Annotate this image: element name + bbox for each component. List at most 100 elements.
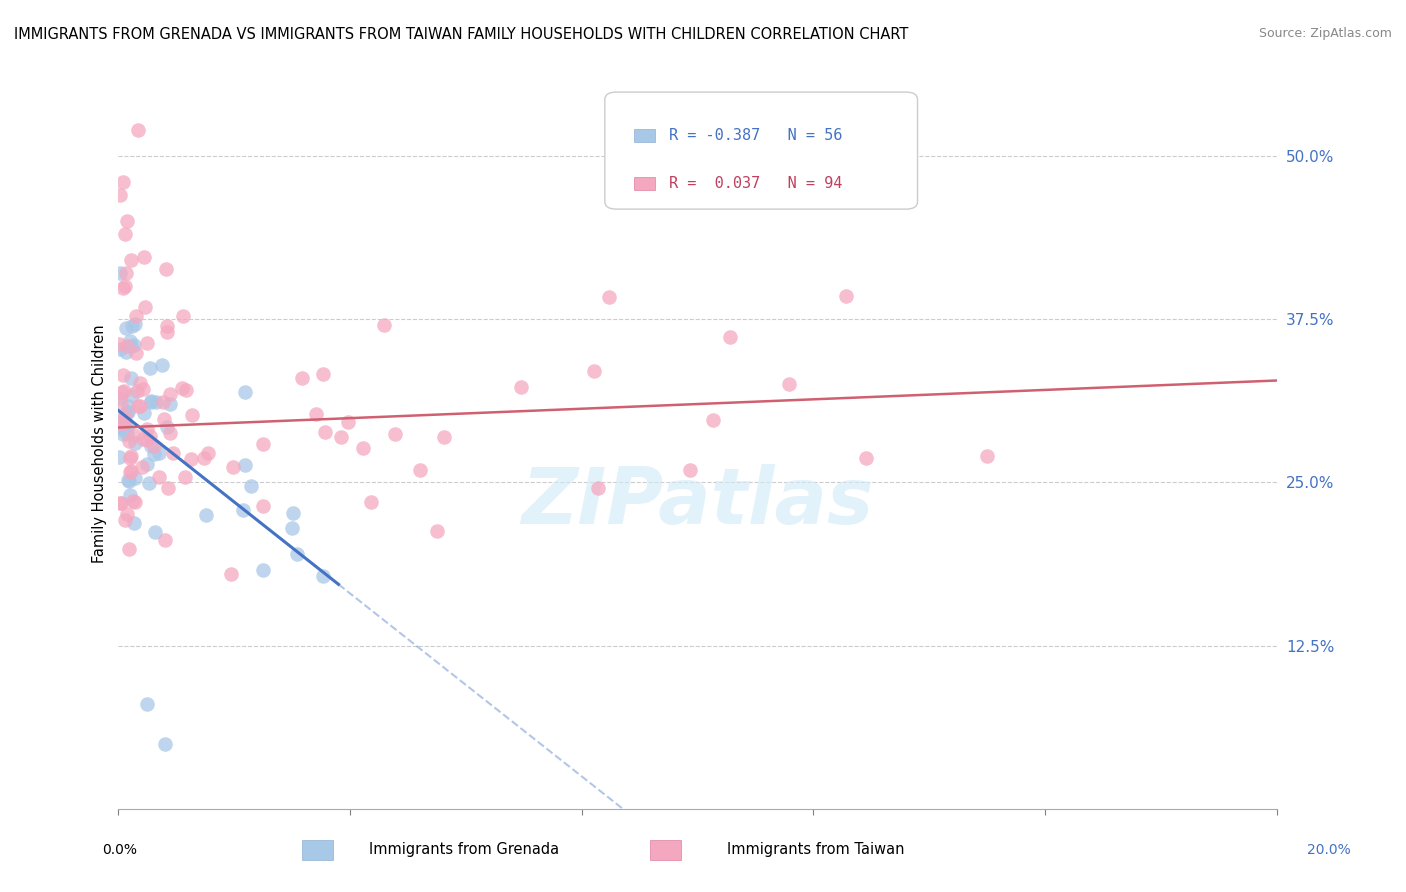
- FancyBboxPatch shape: [634, 177, 655, 190]
- Point: [124, 494, 146, 508]
- Point: [135, 336, 157, 351]
- Point: [112, 281, 135, 295]
- Point: [121, 388, 143, 402]
- Point: [120, 334, 142, 348]
- Text: R =  0.037   N = 94: R = 0.037 N = 94: [668, 176, 842, 191]
- Point: [121, 339, 143, 353]
- Point: [143, 439, 166, 453]
- Point: [143, 447, 166, 461]
- Point: [110, 396, 132, 410]
- Point: [120, 466, 142, 480]
- Point: [122, 338, 145, 352]
- Point: [122, 427, 145, 442]
- Point: [152, 359, 174, 373]
- Point: [115, 405, 138, 419]
- Point: [112, 414, 135, 428]
- Point: [252, 563, 274, 577]
- Point: [124, 436, 146, 450]
- Point: [148, 446, 170, 460]
- Point: [115, 426, 138, 441]
- Point: [132, 250, 155, 264]
- Text: Source: ZipAtlas.com: Source: ZipAtlas.com: [1258, 27, 1392, 40]
- FancyBboxPatch shape: [605, 92, 918, 209]
- Point: [115, 339, 138, 353]
- Point: [239, 479, 262, 493]
- Point: [139, 394, 162, 409]
- Point: [305, 407, 328, 421]
- Point: [108, 188, 131, 202]
- Point: [409, 463, 432, 477]
- Point: [157, 481, 180, 495]
- Point: [180, 451, 202, 466]
- Point: [139, 394, 162, 409]
- Point: [139, 439, 162, 453]
- Point: [120, 253, 142, 268]
- Point: [143, 525, 166, 540]
- Point: [172, 310, 194, 324]
- Point: [127, 122, 149, 136]
- Point: [111, 384, 134, 399]
- Point: [174, 469, 197, 483]
- Text: ZIPatlas: ZIPatlas: [522, 464, 873, 540]
- Point: [111, 422, 134, 436]
- Point: [285, 547, 308, 561]
- Point: [153, 412, 176, 426]
- Point: [136, 422, 159, 436]
- Point: [193, 451, 215, 466]
- Point: [120, 488, 142, 502]
- Point: [115, 508, 138, 522]
- Point: [156, 420, 179, 434]
- Point: [222, 460, 245, 475]
- Point: [138, 475, 160, 490]
- Point: [112, 368, 135, 382]
- Point: [110, 420, 132, 434]
- Point: [586, 481, 609, 495]
- Point: [598, 290, 620, 304]
- Point: [108, 266, 131, 280]
- Point: [181, 408, 204, 422]
- Point: [124, 471, 146, 485]
- Point: [148, 469, 170, 483]
- Point: [156, 318, 179, 333]
- Point: [108, 392, 131, 406]
- Point: [778, 376, 800, 391]
- Point: [108, 450, 131, 465]
- Point: [108, 342, 131, 356]
- Text: 20.0%: 20.0%: [1306, 843, 1351, 857]
- Point: [110, 496, 132, 510]
- Point: [155, 262, 177, 277]
- Point: [118, 434, 141, 448]
- Point: [114, 266, 136, 280]
- Point: [114, 414, 136, 428]
- Point: [194, 508, 217, 522]
- Point: [232, 503, 254, 517]
- Point: [312, 367, 335, 381]
- Point: [132, 433, 155, 447]
- Point: [125, 346, 148, 360]
- Point: [114, 279, 136, 293]
- Text: R = -0.387   N = 56: R = -0.387 N = 56: [668, 128, 842, 143]
- Point: [114, 408, 136, 422]
- Point: [124, 317, 146, 331]
- Point: [108, 336, 131, 351]
- Point: [111, 175, 134, 189]
- Point: [152, 395, 174, 409]
- Point: [111, 411, 134, 425]
- Point: [108, 496, 131, 510]
- Point: [702, 413, 724, 427]
- Point: [139, 360, 162, 375]
- Y-axis label: Family Households with Children: Family Households with Children: [93, 324, 107, 563]
- Point: [136, 698, 159, 712]
- Point: [136, 457, 159, 471]
- Point: [384, 427, 406, 442]
- Point: [114, 512, 136, 526]
- Point: [976, 450, 998, 464]
- Point: [281, 506, 304, 520]
- Point: [252, 437, 274, 451]
- Point: [114, 227, 136, 242]
- Point: [122, 516, 145, 530]
- Point: [583, 364, 606, 378]
- Point: [159, 386, 181, 401]
- Point: [128, 399, 150, 413]
- Text: IMMIGRANTS FROM GRENADA VS IMMIGRANTS FROM TAIWAN FAMILY HOUSEHOLDS WITH CHILDRE: IMMIGRANTS FROM GRENADA VS IMMIGRANTS FR…: [14, 27, 908, 42]
